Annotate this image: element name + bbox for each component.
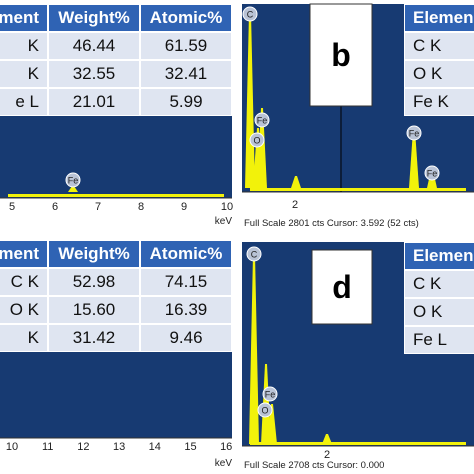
table-cell: e L [0,88,48,116]
peak [257,108,267,188]
table-header: Elemen [404,4,474,32]
table-cell: 9.46 [140,324,232,352]
baseline-noise [250,442,466,445]
x-tick-label: 2 [324,449,330,461]
table-cell: 52.98 [48,268,140,296]
footer: Full Scale 2801 cts Cursor: 3.592 (52 ct… [244,218,419,229]
footer: Full Scale 2708 cts Cursor: 0.000 [244,460,384,471]
x-tick-label: 10 [6,441,18,453]
x-tick-label: 13 [113,441,125,453]
table-cell: K [0,32,48,60]
peak-label: Fe [427,169,438,179]
peak [291,176,301,188]
x-tick-label: 10 [221,201,233,213]
peak [249,254,259,444]
table-cell: C K [0,268,48,296]
peak-marker [65,172,81,188]
peak-marker [246,246,262,262]
table-header: Atomic% [140,240,232,268]
peak-marker [257,402,273,418]
panel-letter: b [331,37,351,73]
peak-label: Fe [68,176,79,186]
table-cell: C K [404,270,474,298]
table-header: Elemen [404,242,474,270]
peak-marker [254,112,270,128]
peak-label: O [261,406,268,416]
table-cell: 61.59 [140,32,232,60]
x-tick-label: 6 [52,201,58,213]
table-cell: 21.01 [48,88,140,116]
table-cell: 32.41 [140,60,232,88]
baseline-noise [250,188,466,191]
x-tick-label: 14 [149,441,161,453]
table-cell: O K [404,298,474,326]
table-cell: 32.55 [48,60,140,88]
panel-letter: d [332,269,352,305]
peak-label: Fe [265,390,276,400]
peak-label: Fe [257,116,268,126]
panel-letter-box [309,3,373,107]
x-tick-label: 7 [95,201,101,213]
x-tick-label: 8 [138,201,144,213]
x-tick-label: 12 [77,441,89,453]
table-header: ement [0,4,48,32]
peak-marker [424,165,440,181]
table-cell: 74.15 [140,268,232,296]
table-header: ment [0,240,48,268]
table-cell: Fe K [404,88,474,116]
x-tick-label: 15 [184,441,196,453]
axis-unit: keV [215,216,233,227]
table-cell: 15.60 [48,296,140,324]
x-tick-label: 5 [9,201,15,213]
table-cell: 46.44 [48,32,140,60]
table-cell: O K [0,296,48,324]
x-tick-label: 2 [292,199,298,211]
peak-marker [242,6,258,22]
peak-label: O [253,136,260,146]
peak-marker [249,132,265,148]
peak-label: C [251,250,258,260]
x-tick-label: 9 [181,201,187,213]
table-cell: K [0,324,48,352]
table-cell: K [0,60,48,88]
table-header: Atomic% [140,4,232,32]
peak [322,434,332,444]
peak-marker [406,125,422,141]
table-cell: Fe L [404,326,474,354]
table-header: Weight% [48,4,140,32]
table-cell: 31.42 [48,324,140,352]
table-cell: 5.99 [140,88,232,116]
peak-marker [262,386,278,402]
peak [267,404,277,444]
table-header: Weight% [48,240,140,268]
table-cell: O K [404,60,474,88]
peak [68,186,78,192]
peak-label: C [247,10,254,20]
peak [409,130,419,188]
table-cell: C K [404,32,474,60]
x-tick-label: 11 [42,441,53,453]
panel-letter-box [311,249,373,325]
x-tick-label: 16 [220,441,232,453]
table-cell: 16.39 [140,296,232,324]
axis-unit: keV [215,458,233,469]
baseline-noise [8,194,224,197]
peak-label: Fe [409,129,420,139]
